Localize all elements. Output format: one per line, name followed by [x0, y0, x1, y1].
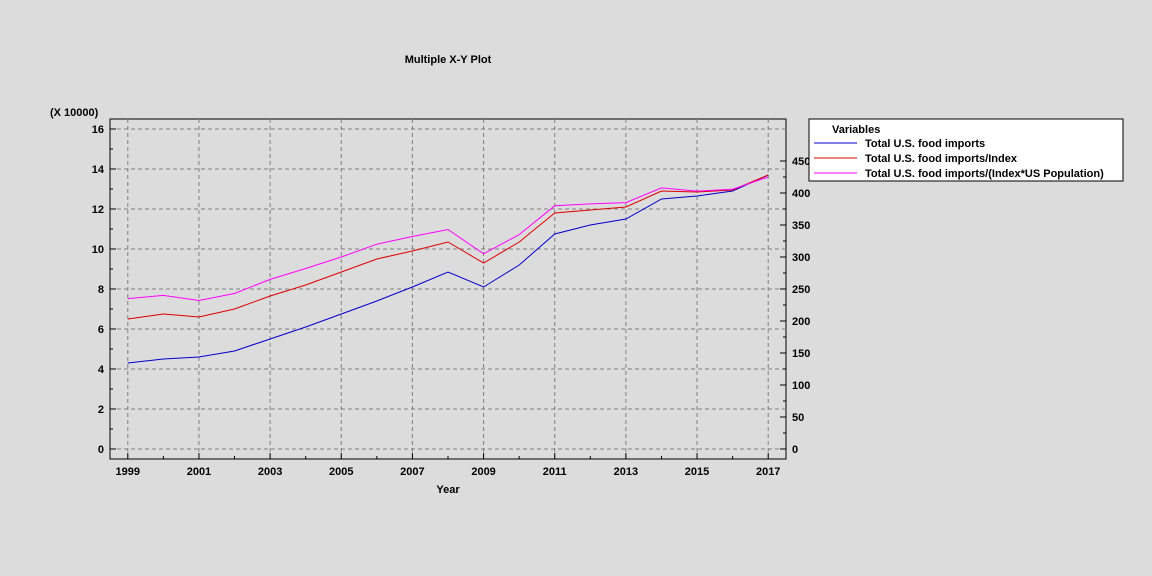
y-left-tick-label: 10	[92, 244, 104, 256]
series-line-2	[127, 174, 769, 320]
y-right-tick-label: 350	[792, 220, 810, 232]
y-right-tick-label: 200	[792, 316, 810, 328]
legend-items: Total U.S. food imports Total U.S. food i…	[814, 138, 1104, 180]
x-tick-label: 2011	[543, 466, 567, 478]
x-tick-label: 2001	[187, 466, 211, 478]
y-right-tick-label: 150	[792, 348, 810, 360]
y-left-tick-label: 6	[98, 324, 104, 336]
legend-label-2: Total U.S. food imports/Index	[865, 153, 1018, 165]
axis-ticks	[110, 128, 786, 459]
y-right-tick-label: 250	[792, 284, 810, 296]
chart-title: Multiple X-Y Plot	[405, 54, 492, 66]
x-tick-label: 2007	[400, 466, 424, 478]
x-axis-label: Year	[436, 484, 460, 496]
y-right-tick-labels: 0 50 100 150 200 250 300 350 400 450	[792, 156, 810, 456]
series-lines	[127, 174, 769, 364]
y-right-tick-label: 300	[792, 252, 810, 264]
legend-label-3: Total U.S. food imports/(Index*US Popula…	[865, 168, 1104, 180]
legend-title: Variables	[832, 124, 880, 136]
y-left-tick-label: 8	[98, 284, 104, 296]
grid-lines	[110, 119, 786, 459]
x-tick-label: 2013	[614, 466, 638, 478]
y-right-tick-label: 0	[792, 444, 798, 456]
y-right-tick-label: 50	[792, 412, 804, 424]
x-tick-label: 2015	[685, 466, 709, 478]
y-left-tick-label: 4	[98, 364, 105, 376]
series-line-1	[127, 174, 769, 364]
series-line-3	[127, 176, 769, 302]
x-tick-label: 1999	[116, 466, 140, 478]
x-tick-label: 2017	[756, 466, 780, 478]
y-left-tick-label: 0	[98, 444, 104, 456]
y-right-tick-label: 400	[792, 188, 810, 200]
x-tick-label: 2005	[329, 466, 353, 478]
y-right-tick-label: 100	[792, 380, 810, 392]
y-left-tick-label: 16	[92, 124, 104, 136]
y-left-tick-labels: 0 2 4 6 8 10 12 14 16	[92, 124, 105, 456]
legend-label-1: Total U.S. food imports	[865, 138, 985, 150]
y-left-tick-label: 14	[92, 164, 105, 176]
left-axis-multiplier: (X 10000)	[50, 107, 99, 119]
y-left-tick-label: 2	[98, 404, 104, 416]
x-tick-label: 2003	[258, 466, 282, 478]
y-left-tick-label: 12	[92, 204, 104, 216]
legend-box	[808, 118, 1124, 182]
x-tick-labels: 1999 2001 2003 2005 2007 2009 2011 2013 2015 2017	[116, 466, 781, 478]
y-right-tick-label: 450	[792, 156, 810, 168]
x-tick-label: 2009	[471, 466, 495, 478]
